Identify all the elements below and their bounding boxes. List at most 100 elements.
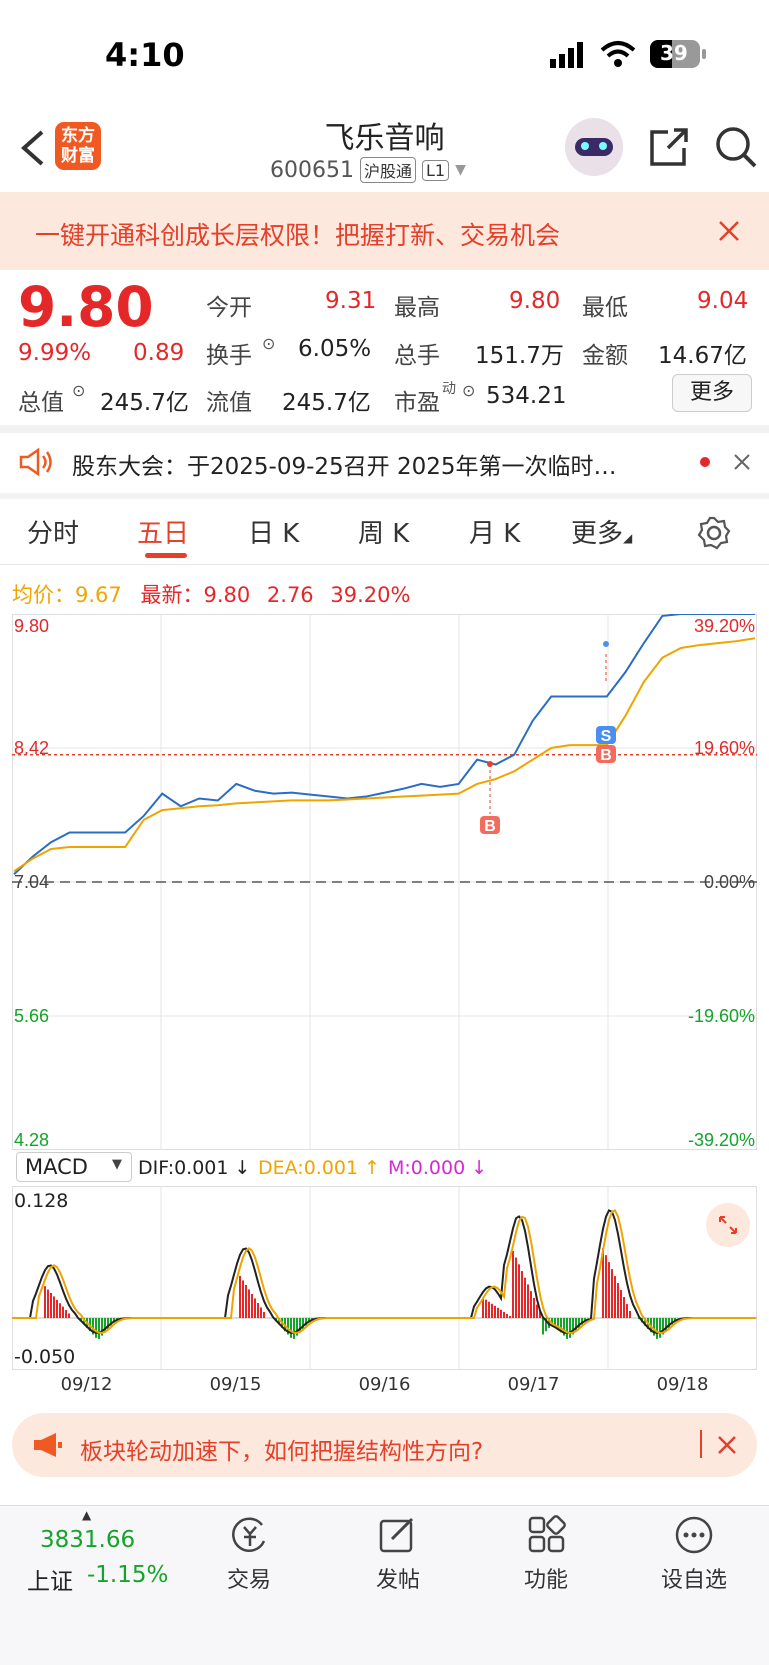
macd-bar-pos [65,1310,67,1318]
macd-bar-neg [305,1318,307,1326]
stock-code-row[interactable]: 600651 沪股通 L1 ▼ [270,157,466,183]
price-chart[interactable]: 9.80 39.20% 8.42 19.60% 7.04 0.00% 5.66 -19.60%… [12,614,757,1150]
macd-bar-neg [557,1318,559,1329]
macd-frame [12,1186,757,1370]
macd-bar-pos [533,1297,535,1318]
macd-bar-neg [278,1318,280,1325]
x-tick: 09/12 [60,1374,113,1395]
macd-bar-neg [668,1318,670,1328]
info-icon[interactable]: ⊙ [462,381,476,400]
share-icon[interactable] [648,126,690,168]
divider [0,564,769,565]
tab-monthly-k[interactable]: 月 K [469,519,521,549]
trade-marker-B: B [484,818,496,835]
search-icon[interactable] [713,124,759,170]
index-name: 上证 [27,1569,73,1595]
macd-bar-pos [263,1311,265,1318]
macd-bar-pos [47,1289,49,1318]
x-axis: 09/12 09/15 09/16 09/17 09/18 [12,1374,757,1398]
macd-bar-pos [68,1313,70,1318]
apps-icon[interactable] [527,1515,567,1555]
promo-banner[interactable] [0,192,769,270]
high-value: 9.80 [509,288,561,314]
macd-bar-pos [56,1299,58,1318]
trade-icon[interactable] [228,1515,272,1555]
battery-tip [702,49,706,59]
macd-bar-pos [503,1311,505,1318]
volume-label: 总手 [394,343,440,369]
status-time: 4:10 [105,36,185,74]
more-dots-icon[interactable] [674,1515,714,1555]
macd-bar-pos [500,1309,502,1318]
tab-weekly-k[interactable]: 周 K [358,519,410,549]
macd-bar-neg [584,1318,586,1322]
gear-icon[interactable] [697,516,731,550]
divider [0,493,769,499]
post-label[interactable]: 发帖 [375,1568,420,1593]
bottom-bar [0,1505,769,1665]
post-icon[interactable] [378,1515,418,1555]
macd-bar-neg [107,1318,109,1329]
macd-bar-neg [554,1318,556,1326]
more-button[interactable]: 更多 [672,374,752,412]
back-icon[interactable] [18,128,48,168]
tab-intraday[interactable]: 分时 [27,519,80,549]
promo-banner-text: 一键开通科创成长层权限！把握打新、交易机会 [35,221,561,250]
chart-legend: 均价：9.67 最新：9.80 2.76 39.20% [12,583,411,607]
battery-icon: 39 [650,40,700,68]
macd-bar-pos [497,1307,499,1318]
macd-bar-pos [242,1280,244,1318]
macd-chart[interactable] [12,1186,757,1370]
macd-bar-neg [551,1318,553,1325]
macd-bar-neg [572,1318,574,1335]
function-label[interactable]: 功能 [523,1568,568,1593]
macd-bar-pos [536,1304,538,1318]
macd-dea-line [12,1209,756,1335]
macd-bar-pos [50,1292,52,1318]
info-icon[interactable]: ⊙ [72,381,86,400]
macd-bar-pos [494,1305,496,1318]
watchlist-label[interactable]: 设自选 [660,1568,727,1593]
close-icon[interactable] [717,1435,737,1455]
close-icon[interactable] [718,220,740,242]
info-icon[interactable]: ⊙ [262,334,276,353]
expand-icon[interactable] [706,1203,750,1247]
macd-bar-neg [578,1318,580,1328]
macd-bar-pos [518,1264,520,1318]
chevron-down-icon: ▼ [112,1157,122,1172]
current-price: 9.80 [18,275,154,339]
macd-selector[interactable]: MACD ▼ [16,1152,132,1182]
macd-bar-neg [653,1318,655,1336]
trade-marker-bg [480,816,500,834]
macd-bar-pos [524,1277,526,1318]
tab-daily-k[interactable]: 日 K [248,519,300,549]
announcement-text[interactable]: 股东大会：于2025-09-25召开 2025年第一次临时… [72,454,617,480]
macd-bar-neg [659,1318,661,1338]
macd-bar-neg [296,1318,298,1336]
tab-five-day[interactable]: 五日 [137,519,190,549]
turnover-value: 6.05% [298,336,372,362]
close-icon[interactable] [733,453,751,471]
macd-bar-neg [101,1318,103,1336]
series-avg [13,637,756,873]
low-value: 9.04 [697,288,749,314]
macd-bar-pos [539,1311,541,1318]
index-value[interactable]: 3831.66 [40,1527,136,1553]
mcap-value: 245.7亿 [100,390,189,416]
macd-bar-neg [563,1318,565,1336]
tab-more[interactable]: 更多◢ [571,519,633,549]
promo-ad[interactable] [12,1413,757,1477]
volume-value: 151.7万 [475,343,564,369]
float-value: 245.7亿 [282,390,371,416]
macd-bar-pos [626,1304,628,1318]
macd-bar-neg [656,1318,658,1339]
trade-label[interactable]: 交易 [226,1568,271,1593]
macd-bar-neg [566,1318,568,1339]
macd-bar-pos [515,1257,517,1318]
macd-bar-pos [482,1297,484,1318]
assistant-avatar[interactable] [565,118,623,176]
wifi-icon [600,41,636,67]
macd-bar-pos [521,1271,523,1318]
macd-bar-pos [59,1303,61,1318]
macd-bar-pos [605,1255,607,1318]
